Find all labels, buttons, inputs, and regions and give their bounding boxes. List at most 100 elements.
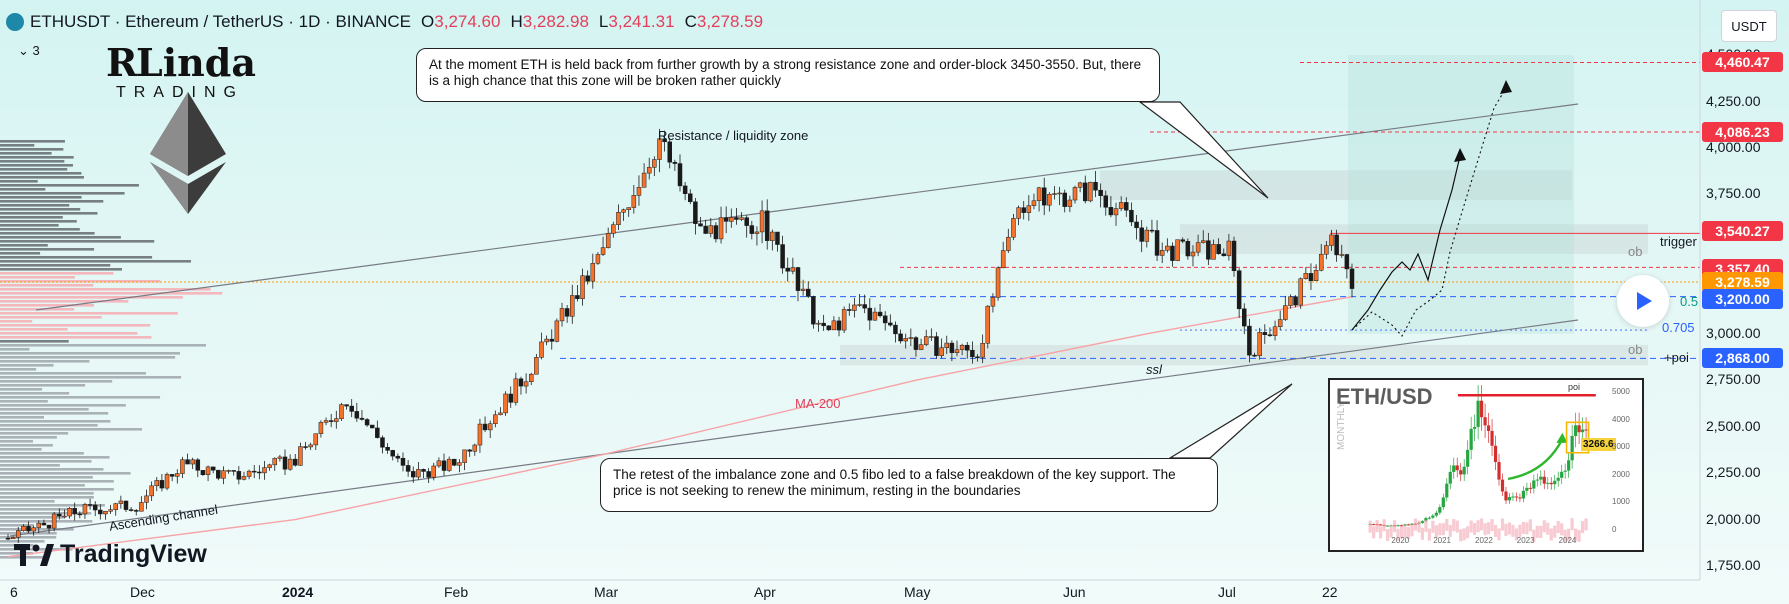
candle-body	[1236, 270, 1242, 310]
candle-body	[493, 414, 498, 424]
inset-candle-body	[1511, 496, 1515, 498]
inset-y-tick: 5000	[1612, 387, 1630, 396]
candle-body	[1057, 192, 1062, 195]
candle-body	[939, 347, 944, 356]
inset-volume-bar	[1567, 528, 1571, 541]
volume-profile-bar	[0, 332, 138, 335]
candle-body	[67, 508, 72, 517]
volume-profile-bar	[0, 316, 102, 319]
candle-body	[1103, 195, 1109, 208]
candle-body	[498, 412, 503, 416]
candle-body	[482, 423, 488, 431]
price-axis-tick: 2,500.00	[1706, 417, 1761, 434]
candle-body	[631, 195, 637, 208]
inset-volume-bar	[1473, 523, 1477, 536]
inset-candle-body	[1525, 487, 1529, 491]
volume-profile-bar	[0, 524, 34, 527]
brand-logo: R Linda TRADING	[106, 40, 256, 110]
volume-profile-bar	[0, 424, 98, 427]
price-axis-tick: 2,000.00	[1706, 510, 1761, 527]
annot-resistance: Resistance / liquidity zone	[658, 128, 809, 143]
candle-body	[226, 470, 231, 472]
symbol-header: ETHUSDT · Ethereum / TetherUS · 1D · BIN…	[6, 10, 763, 34]
volume-profile-bar	[0, 252, 41, 255]
indicators-toggle[interactable]: ⌄ 3	[12, 42, 46, 60]
volume-profile-bar	[0, 488, 114, 491]
inset-poi-tag: poi	[1568, 382, 1581, 392]
candle-body	[175, 473, 180, 477]
candle-body	[1139, 227, 1144, 242]
volume-profile-bar	[0, 296, 183, 299]
time-axis-tick: May	[904, 584, 931, 600]
candle-body	[133, 510, 139, 512]
annot-ob-upper: ob	[1628, 244, 1643, 259]
volume-profile-bar	[0, 540, 45, 543]
volume-profile-bar	[0, 200, 104, 203]
inset-candle-body	[1427, 517, 1431, 519]
candle-body	[518, 378, 524, 387]
candle-body	[164, 474, 170, 489]
inset-volume-bar	[1396, 528, 1400, 541]
inset-volume-bar	[1493, 524, 1498, 537]
inset-volume-bar	[1486, 522, 1491, 535]
inset-y-tick: 1000	[1612, 497, 1630, 507]
candle-body	[149, 485, 154, 497]
candle-body	[441, 460, 447, 471]
play-button[interactable]	[1617, 275, 1669, 327]
inset-volume-bar	[1535, 525, 1539, 538]
candle-body	[995, 267, 1001, 298]
order-block-upper	[1180, 224, 1648, 254]
inset-candle-body	[1434, 512, 1438, 516]
close-label: C	[684, 12, 697, 31]
candle-body	[1067, 199, 1073, 207]
volume-profile-bar	[0, 172, 82, 175]
candle-body	[51, 513, 57, 529]
candle-body	[816, 322, 821, 325]
inset-candle-body	[1424, 518, 1428, 522]
candle-body	[1308, 273, 1314, 281]
candle-body	[1154, 230, 1160, 256]
candle-body	[216, 469, 221, 479]
candle-body	[257, 471, 262, 474]
inset-candle-body	[1441, 497, 1445, 508]
inset-volume-bar	[1417, 520, 1421, 533]
candle-body	[400, 457, 406, 466]
inset-volume-bar	[1539, 525, 1543, 538]
volume-profile-bar	[0, 328, 68, 331]
candle-body	[1093, 181, 1098, 191]
candle-body	[421, 469, 426, 472]
symbol-title[interactable]: ETHUSDT · Ethereum / TetherUS · 1D · BIN…	[30, 12, 412, 31]
candle-body	[847, 309, 852, 311]
candle-body	[800, 288, 806, 291]
currency-button[interactable]: USDT	[1721, 10, 1777, 42]
volume-profile-bar	[0, 284, 94, 287]
tradingview-mark-icon	[14, 543, 54, 566]
candle-body	[1108, 207, 1114, 216]
order-block-lower	[840, 344, 1648, 366]
time-axis-tick: Dec	[130, 584, 155, 600]
open-label: O	[421, 12, 435, 31]
candle-body	[298, 446, 303, 466]
volume-profile-bar	[0, 456, 110, 459]
volume-profile-bar	[0, 352, 180, 355]
candle-body	[898, 333, 903, 342]
callout-top-pointer	[1138, 101, 1269, 199]
inset-volume-bar	[1368, 520, 1372, 533]
price-axis-tick: 4,250.00	[1706, 92, 1761, 109]
inset-candle-body	[1486, 425, 1491, 431]
candle-body	[1113, 208, 1119, 216]
candle-body	[1221, 253, 1227, 257]
tradingview-logo[interactable]: TradingView	[14, 540, 207, 569]
candle-body	[339, 404, 344, 419]
inset-candle-body	[1480, 400, 1484, 418]
inset-candle-body	[1553, 480, 1557, 485]
time-axis-tick: Mar	[594, 584, 619, 600]
candle-body	[852, 304, 857, 311]
candle-body	[57, 513, 62, 517]
candle-body	[867, 307, 873, 321]
price-axis-tick: 1,750.00	[1706, 557, 1761, 573]
candle-body	[770, 231, 775, 241]
inset-volume-bar	[1399, 526, 1404, 539]
candle-body	[364, 419, 370, 426]
